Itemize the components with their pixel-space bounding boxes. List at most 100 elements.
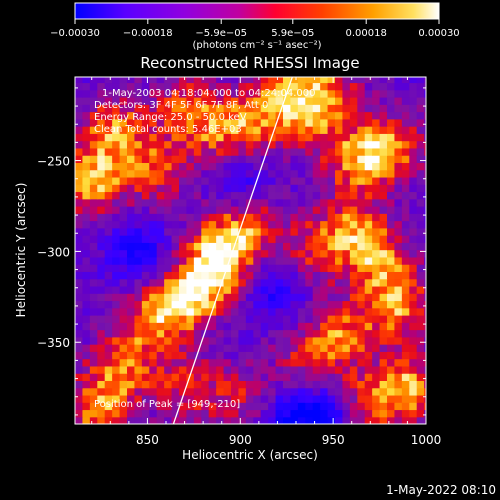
heatmap-cell <box>97 358 106 367</box>
heatmap-cell <box>364 278 373 287</box>
heatmap-cell <box>127 89 136 98</box>
heatmap-cell <box>290 184 299 193</box>
colorbar-tick-label: −0.00030 <box>50 28 100 39</box>
heatmap-cell <box>156 336 165 345</box>
heatmap-cell <box>231 184 240 193</box>
heatmap-cell <box>394 314 403 323</box>
heatmap-cell <box>112 285 121 294</box>
heatmap-cell <box>416 358 425 367</box>
heatmap-cell <box>416 191 425 200</box>
heatmap-cell <box>335 300 344 309</box>
heatmap-cell <box>156 89 165 98</box>
heatmap-cell <box>320 205 329 214</box>
heatmap-cell <box>335 198 344 207</box>
heatmap-cell <box>424 140 426 149</box>
heatmap-cell <box>424 271 426 280</box>
heatmap-cell <box>312 394 321 403</box>
heatmap-cell <box>253 358 262 367</box>
heatmap-cell <box>223 373 232 381</box>
heatmap-cell <box>75 104 84 113</box>
heatmap-cell <box>342 205 351 214</box>
heatmap-cell <box>238 162 247 171</box>
heatmap-cell <box>193 198 202 207</box>
heatmap-cell <box>223 133 232 142</box>
heatmap-cell <box>119 402 128 411</box>
heatmap-cell <box>312 409 321 418</box>
heatmap-cell <box>216 227 225 236</box>
heatmap-cell <box>186 205 195 214</box>
heatmap-cell <box>171 300 180 309</box>
heatmap-cell <box>416 213 425 222</box>
heatmap-cell <box>401 169 410 178</box>
heatmap-cell <box>201 118 210 127</box>
heatmap-cell <box>164 77 173 84</box>
heatmap-cell <box>193 242 202 251</box>
heatmap-cell <box>164 220 173 229</box>
heatmap-cell <box>320 409 329 418</box>
heatmap-cell <box>290 133 299 142</box>
heatmap-cell <box>394 387 403 396</box>
heatmap-cell <box>89 380 98 389</box>
heatmap-cell <box>424 82 426 91</box>
heatmap-cell <box>290 402 299 411</box>
heatmap-cell <box>193 169 202 178</box>
heatmap-cell <box>223 191 232 200</box>
heatmap-cell <box>327 140 336 149</box>
heatmap-cell <box>149 336 158 345</box>
heatmap-cell <box>305 118 314 127</box>
heatmap-cell <box>312 344 321 352</box>
heatmap-cell <box>179 111 188 120</box>
heatmap-cell <box>305 227 314 236</box>
heatmap-cell <box>97 336 106 345</box>
heatmap-cell <box>394 169 403 178</box>
annotation-time-range: 1-May-2003 04:18:04.000 to 04:24:04.000 <box>102 88 315 99</box>
heatmap-cell <box>260 184 269 193</box>
heatmap-cell <box>171 213 180 222</box>
heatmap-cell <box>379 198 388 207</box>
heatmap-cell <box>156 307 165 316</box>
heatmap-cell <box>119 162 128 171</box>
heatmap-cell <box>357 118 366 127</box>
heatmap-cell <box>327 126 336 134</box>
heatmap-cell <box>119 307 128 316</box>
heatmap-cell <box>253 264 262 272</box>
heatmap-cell <box>305 271 314 280</box>
heatmap-cell <box>364 126 373 134</box>
heatmap-cell <box>268 227 277 236</box>
heatmap-cell <box>327 205 336 214</box>
heatmap-cell <box>357 191 366 200</box>
heatmap-cell <box>179 314 188 323</box>
heatmap-cell <box>416 322 425 331</box>
heatmap-cell <box>141 387 150 396</box>
heatmap-cell <box>268 82 277 91</box>
heatmap-cell <box>245 336 254 345</box>
heatmap-cell <box>416 344 425 352</box>
heatmap-cell <box>394 155 403 163</box>
heatmap-cell <box>193 133 202 142</box>
y-tick-label: −300 <box>37 245 70 259</box>
heatmap-cell <box>141 256 150 265</box>
heatmap-cell <box>342 373 351 381</box>
heatmap-cell <box>119 314 128 323</box>
heatmap-cell <box>357 365 366 374</box>
heatmap-cell <box>104 416 113 424</box>
heatmap-cell <box>424 307 426 316</box>
heatmap-cell <box>379 249 388 258</box>
heatmap-cell <box>127 264 136 272</box>
heatmap-cell <box>127 394 136 403</box>
heatmap-cell <box>223 256 232 265</box>
heatmap-cell <box>134 111 143 120</box>
heatmap-cell <box>238 89 247 98</box>
heatmap-cell <box>156 169 165 178</box>
heatmap-cell <box>335 351 344 360</box>
heatmap-cell <box>245 394 254 403</box>
heatmap-cell <box>216 416 225 424</box>
heatmap-cell <box>238 111 247 120</box>
heatmap-cell <box>320 329 329 338</box>
heatmap-cell <box>193 322 202 331</box>
heatmap-cell <box>193 394 202 403</box>
heatmap-cell <box>216 155 225 163</box>
heatmap-cell <box>104 242 113 251</box>
heatmap-cell <box>179 140 188 149</box>
heatmap-cell <box>216 387 225 396</box>
